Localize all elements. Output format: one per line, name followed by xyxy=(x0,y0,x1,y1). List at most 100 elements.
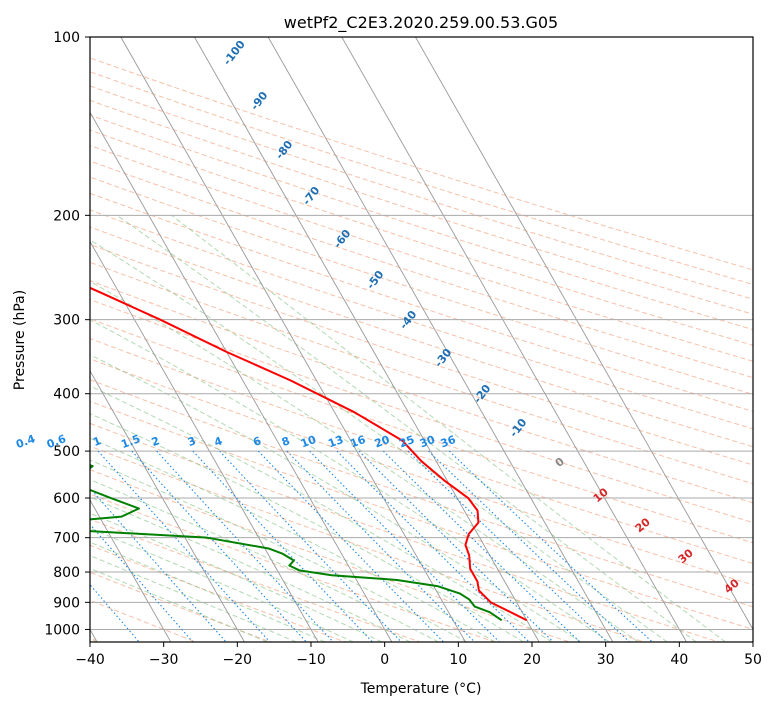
dry-adiabat-line xyxy=(90,337,753,565)
mixing-ratio-label: 6 xyxy=(251,434,263,449)
dry-adiabat-line xyxy=(90,85,753,300)
mixing-ratio-line xyxy=(90,523,194,642)
y-tick-label: 300 xyxy=(53,313,80,329)
moist-adiabat-line xyxy=(90,354,582,642)
isotherm-line xyxy=(90,369,245,642)
mixing-ratio-label: 25 xyxy=(397,433,416,450)
dry-adiabat-line xyxy=(90,379,753,608)
mixing-ratio-line xyxy=(257,450,444,642)
mixing-ratio-line xyxy=(286,450,476,642)
x-tick-label: −30 xyxy=(149,652,179,668)
mixing-ratio-line xyxy=(358,450,554,642)
y-tick-label: 100 xyxy=(53,30,80,46)
moist-adiabat-line xyxy=(90,319,610,642)
mixing-ratio-label: 3 xyxy=(186,434,198,449)
mixing-ratio-line xyxy=(131,450,307,642)
y-axis: 100 200 300 400 500 600 700 800 900 1000 xyxy=(44,30,90,638)
moist-adiabat-line xyxy=(90,385,553,642)
moist-adiabat-line xyxy=(90,459,468,642)
x-tick-label: 40 xyxy=(670,652,688,668)
moist-adiabat-line xyxy=(90,567,268,642)
isotherm-line xyxy=(415,37,753,631)
mixing-ratio-label: 10 xyxy=(299,433,318,451)
isotherm-line xyxy=(194,37,540,642)
mixing-ratio-label: 30 xyxy=(418,433,437,451)
mixing-ratio-label: 0.4 xyxy=(14,432,37,451)
x-tick-label: −10 xyxy=(296,652,326,668)
dry-adiabat-line xyxy=(90,280,753,504)
temperature-line xyxy=(90,286,528,622)
mixing-ratio-line xyxy=(448,450,653,642)
mixing-ratio-label: 2 xyxy=(150,434,162,449)
moist-adiabat-line xyxy=(90,413,524,642)
mixing-ratio-label: 20 xyxy=(373,433,392,451)
y-axis-label: Pressure (hPa) xyxy=(12,290,28,390)
plot-frame xyxy=(89,36,754,643)
mixing-ratio-line xyxy=(97,450,271,642)
mixing-ratio-line xyxy=(156,450,334,642)
moist-adiabat-line xyxy=(90,437,496,642)
dry-adiabat-line xyxy=(90,114,753,331)
moist-adiabat-line xyxy=(90,478,439,642)
x-tick-label: 10 xyxy=(449,652,467,668)
dry-adiabat-line xyxy=(90,571,271,642)
x-tick-label: 50 xyxy=(744,652,762,668)
mixing-ratio-label: 0.6 xyxy=(45,432,68,451)
mixing-ratio-label: 13 xyxy=(326,433,345,450)
moist-adiabat-line xyxy=(90,280,639,642)
y-tick-label: 1000 xyxy=(44,622,80,638)
y-tick-label: 800 xyxy=(53,565,80,581)
isotherm-line xyxy=(120,37,466,642)
y-tick-label: 600 xyxy=(53,491,80,507)
dewpoint-line xyxy=(90,464,503,622)
mixing-ratio-line xyxy=(407,450,608,642)
mixing-ratio-line xyxy=(309,450,500,642)
moist-adiabat-line xyxy=(90,496,411,642)
dry-adiabat-line xyxy=(90,71,753,285)
mixing-ratio-label: 36 xyxy=(439,433,458,451)
y-tick-label: 400 xyxy=(53,387,80,403)
y-tick-label: 700 xyxy=(53,531,80,547)
isotherm-line xyxy=(90,240,319,642)
moist-adiabat-line xyxy=(90,512,383,642)
dry-adiabat-line xyxy=(90,422,720,642)
x-tick-label: −40 xyxy=(75,652,105,668)
dry-adiabat-line xyxy=(90,358,753,586)
dry-adiabat-line xyxy=(90,243,753,466)
isotherm-line xyxy=(90,499,172,642)
profile-lines xyxy=(90,286,528,622)
moist-adiabat-line xyxy=(90,527,354,642)
isotherm-line xyxy=(267,37,614,642)
dry-adiabat-line xyxy=(90,400,753,630)
dry-adiabat-line xyxy=(90,144,753,362)
x-axis-label: Temperature (°C) xyxy=(360,681,482,697)
mixing-ratio-label: 1.5 xyxy=(119,432,142,451)
isotherm-line xyxy=(341,37,687,642)
moist-adiabat-line xyxy=(116,214,697,642)
dry-adiabat-line xyxy=(90,192,753,412)
dry-adiabat-line xyxy=(90,544,346,642)
y-tick-label: 500 xyxy=(53,444,80,460)
x-axis: −40 −30 −20 −10 0 10 20 30 40 50 xyxy=(75,642,762,668)
isotherm-line xyxy=(90,111,393,642)
background-lines xyxy=(90,37,753,642)
dry-adiabat-line xyxy=(90,226,753,448)
mixing-ratio-line xyxy=(382,450,581,642)
mixing-ratio-line xyxy=(336,450,530,642)
x-tick-label: −20 xyxy=(223,652,253,668)
dry-adiabat-line xyxy=(90,445,645,642)
y-tick-label: 900 xyxy=(53,595,80,611)
mixing-ratio-label: 16 xyxy=(348,433,367,451)
moist-adiabat-line xyxy=(171,214,726,642)
x-tick-label: 20 xyxy=(523,652,541,668)
dry-adiabat-line xyxy=(90,160,753,379)
y-tick-label: 200 xyxy=(53,208,80,224)
mixing-ratio-label: 4 xyxy=(213,434,225,449)
dry-adiabat-line xyxy=(90,469,570,642)
x-tick-label: 30 xyxy=(597,652,615,668)
x-tick-label: 0 xyxy=(380,652,389,668)
moist-adiabat-line xyxy=(90,239,668,642)
mixing-ratio-label: 8 xyxy=(280,434,292,449)
